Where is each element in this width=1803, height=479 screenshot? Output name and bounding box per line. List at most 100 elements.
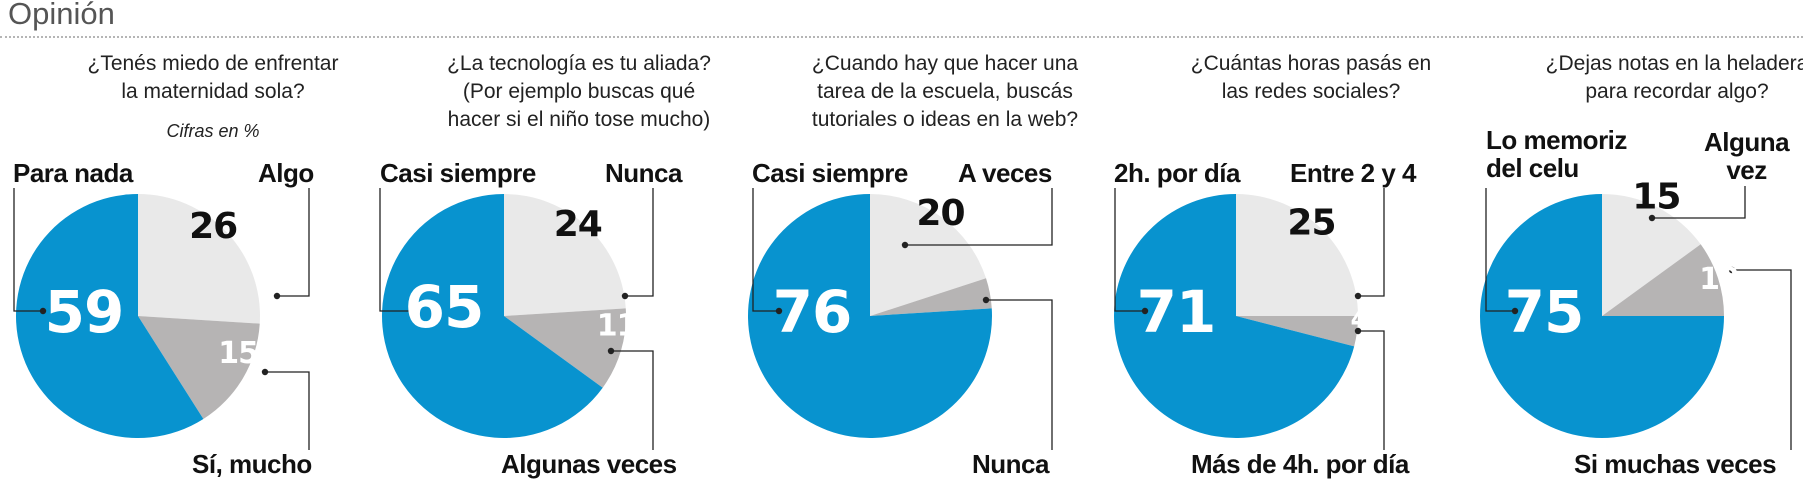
pie-panel: ¿Dejas notas en la heladera para recorda… [1480, 0, 1803, 479]
slice-value: 4 [1350, 305, 1367, 335]
pie-slice [1602, 194, 1701, 316]
leader-dot [39, 307, 47, 315]
question-line: tarea de la escuela, buscás [817, 80, 1073, 103]
leader-dot [775, 307, 783, 315]
leader-dot [621, 292, 629, 300]
question-line: hacer si el niño tose mucho) [447, 108, 711, 131]
question-line: (Por ejemplo buscas qué [462, 80, 696, 103]
leader-dot [1141, 307, 1149, 315]
question-title: ¿Cuando hay que hacer una tarea de la es… [762, 50, 1128, 134]
slice-value: 20 [916, 193, 964, 234]
slice-value: 24 [554, 204, 602, 245]
leader-dot [273, 292, 281, 300]
slice-label: Más de 4h. por día [1191, 449, 1409, 479]
section-divider [0, 36, 1803, 38]
question-title: ¿Tenés miedo de enfrentar la maternidad … [30, 50, 396, 106]
question-line: la maternidad sola? [121, 80, 305, 103]
leader-line [1358, 330, 1385, 450]
slice-label: Nunca [972, 449, 1049, 479]
pie-slice [138, 194, 260, 324]
pie-chart: 75 15 10 [1480, 177, 1792, 450]
pie-slice [870, 194, 987, 316]
slice-label: Sí, mucho [192, 449, 312, 479]
slice-value: 15 [218, 336, 258, 371]
slice-label: A veces [958, 158, 1052, 188]
slice-label: Casi siempre [380, 158, 536, 188]
leader-line [265, 371, 310, 450]
pie-chart: 76 20 4 [748, 188, 1053, 450]
leader-dot [409, 307, 417, 315]
leader-dot [1728, 266, 1736, 274]
leader-line [611, 350, 654, 450]
question-line: para recordar algo? [1585, 80, 1769, 103]
pie-slice [1114, 194, 1355, 438]
pie-panel: ¿Tenés miedo de enfrentar la maternidad … [13, 0, 396, 479]
question-line: ¿Dejas notas en la heladera [1545, 52, 1803, 75]
slice-value: 4 [994, 271, 1011, 301]
pie-slice [1236, 194, 1358, 316]
slice-label: Para nada [13, 158, 133, 188]
leader-line [13, 188, 43, 312]
pie-slice [504, 194, 626, 316]
slice-value: 10 [1699, 262, 1739, 297]
pie-slice [15, 194, 204, 438]
section-title: Opinión [8, 0, 115, 31]
leader-dot [261, 368, 269, 376]
leader-line [905, 188, 1053, 246]
question-title: ¿La tecnología es tu aliada? (Por ejempl… [396, 50, 762, 134]
units-note: Cifras en % [166, 121, 260, 141]
pie-slice [1602, 244, 1724, 316]
leader-line [1485, 188, 1515, 312]
pie-panel: ¿La tecnología es tu aliada? (Por ejempl… [379, 0, 762, 479]
question-line: ¿Cuántas horas pasás en [1190, 52, 1432, 75]
slice-label: Si muchas veces [1574, 449, 1777, 479]
slice-value: 25 [1287, 203, 1335, 244]
pie-slice [1236, 316, 1358, 347]
pie-panel: ¿Cuando hay que hacer una tarea de la es… [748, 0, 1128, 479]
leader-dot [1511, 307, 1519, 315]
pie-chart: 59 26 15 [13, 188, 310, 450]
pie-slice [381, 194, 603, 438]
slice-label: Lo memoriz del celu [1486, 125, 1627, 183]
pie-slice [138, 316, 260, 420]
question-line: tutoriales o ideas en la web? [811, 108, 1079, 131]
question-line: las redes sociales? [1221, 80, 1401, 103]
slice-value: 59 [45, 278, 124, 346]
leader-line [379, 188, 413, 312]
pie-slice [504, 308, 626, 388]
slice-label: Entre 2 y 4 [1290, 158, 1417, 188]
pie-chart: 65 24 11 [379, 188, 654, 450]
leader-line [1652, 186, 1746, 219]
slice-value: 26 [189, 206, 237, 247]
leader-dot [982, 296, 990, 304]
leader-line [1114, 188, 1145, 312]
leader-line [1732, 269, 1792, 450]
leader-line [625, 188, 654, 297]
pie-chart: 71 25 4 [1114, 188, 1385, 450]
slice-value: 11 [597, 309, 637, 344]
slice-label: Alguna vez [1704, 127, 1790, 185]
slice-label: Casi siempre [752, 158, 908, 188]
question-title: ¿Cuántas horas pasás en las redes social… [1128, 50, 1494, 106]
slice-label: Algunas veces [501, 449, 677, 479]
slice-value: 75 [1505, 278, 1584, 346]
question-line: ¿La tecnología es tu aliada? [447, 52, 711, 75]
pie-panel: ¿Cuántas horas pasás en las redes social… [1114, 0, 1494, 479]
slice-value: 71 [1137, 278, 1216, 346]
pie-slice [1480, 194, 1724, 438]
leader-line [752, 188, 779, 312]
leader-dot [607, 347, 615, 355]
slice-label: 2h. por día [1114, 158, 1240, 188]
question-line: ¿Tenés miedo de enfrentar [87, 52, 339, 75]
leader-line [986, 299, 1053, 450]
slice-value: 65 [405, 273, 484, 341]
pie-slice [748, 194, 992, 438]
leader-dot [1354, 327, 1362, 335]
slice-label: Nunca [605, 158, 682, 188]
pie-slice [870, 278, 992, 316]
slice-value: 15 [1632, 177, 1680, 218]
leader-dot [1648, 214, 1656, 222]
leader-line [1358, 188, 1385, 297]
leader-dot [1354, 292, 1362, 300]
slice-label: Algo [258, 158, 314, 188]
